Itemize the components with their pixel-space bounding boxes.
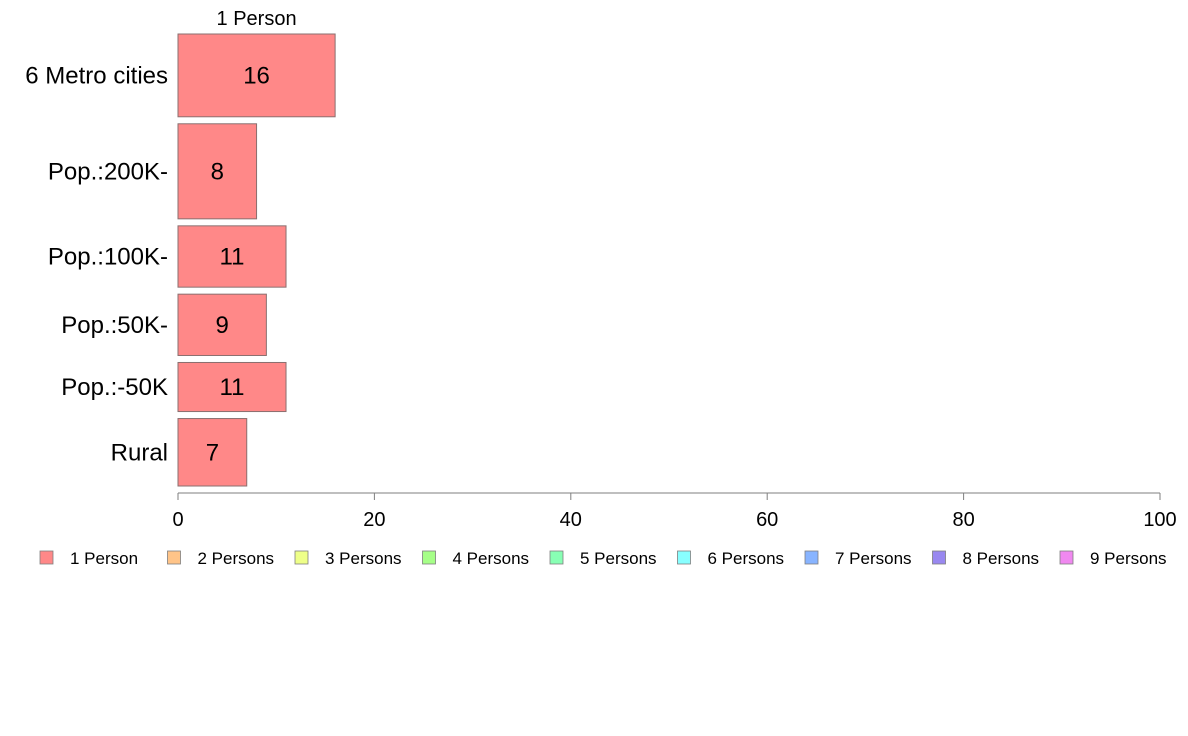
legend-swatch-8 <box>932 550 946 565</box>
x-tick-label: 40 <box>560 509 582 531</box>
legend-swatch-5 <box>549 550 564 565</box>
bar-0-series-0 <box>177 33 336 118</box>
category-label: Rural <box>111 439 168 466</box>
bar-2-series-0 <box>177 225 287 288</box>
bar-1-series-0 <box>177 123 258 220</box>
legend: 1 Person 2 Persons 3 Persons 4 Persons 5 Per… <box>39 549 1167 568</box>
legend-label: 7 Persons <box>835 549 912 568</box>
legend-label: 5 Persons <box>580 549 657 568</box>
category-label: Pop.:50K- <box>61 312 168 339</box>
category-label: Pop.:-50K <box>61 374 168 401</box>
legend-label: 9 Persons <box>1090 549 1167 568</box>
bar-4-series-0 <box>177 361 287 413</box>
bar-data-label: 11 <box>220 374 245 401</box>
x-tick-label: 0 <box>172 509 183 531</box>
legend-swatch-6 <box>677 550 691 565</box>
x-tick-label: 20 <box>363 509 385 531</box>
legend-swatch-3 <box>294 550 309 565</box>
bars-layer: 16 8 11 9 11 7 <box>177 33 336 487</box>
series-header-label: 1 Person <box>217 8 297 30</box>
x-axis: 0 20 40 60 80 100 <box>172 492 1177 531</box>
legend-label: 4 Persons <box>453 549 530 568</box>
legend-label: 1 Person <box>70 549 138 568</box>
legend-swatch-4 <box>422 550 436 565</box>
legend-label: 3 Persons <box>325 549 402 568</box>
category-label: Pop.:200K- <box>48 158 168 185</box>
bar-data-label: 16 <box>243 62 270 89</box>
category-label: 6 Metro cities <box>25 62 168 89</box>
category-label: Pop.:100K- <box>48 244 168 271</box>
bar-data-label: 9 <box>216 312 229 339</box>
bar-data-label: 11 <box>220 244 245 271</box>
series-header-layer: 1 Person <box>217 8 297 30</box>
legend-label: 6 Persons <box>708 549 785 568</box>
bar-5-series-0 <box>177 418 248 487</box>
x-tick-label: 80 <box>952 509 974 531</box>
category-labels-layer: 6 Metro cities Pop.:200K- Pop.:100K- Pop.:5… <box>25 62 168 466</box>
bar-3-series-0 <box>177 293 267 356</box>
bar-data-label: 8 <box>211 158 224 185</box>
x-tick-label: 60 <box>756 509 778 531</box>
bar-data-label: 7 <box>206 439 219 466</box>
legend-swatch-7 <box>804 550 819 565</box>
legend-swatch-2 <box>167 550 181 565</box>
legend-swatch-9 <box>1059 550 1074 565</box>
legend-label: 8 Persons <box>963 549 1040 568</box>
legend-swatch-1 <box>39 550 54 565</box>
legend-label: 2 Persons <box>198 549 275 568</box>
x-tick-label: 100 <box>1143 509 1176 531</box>
